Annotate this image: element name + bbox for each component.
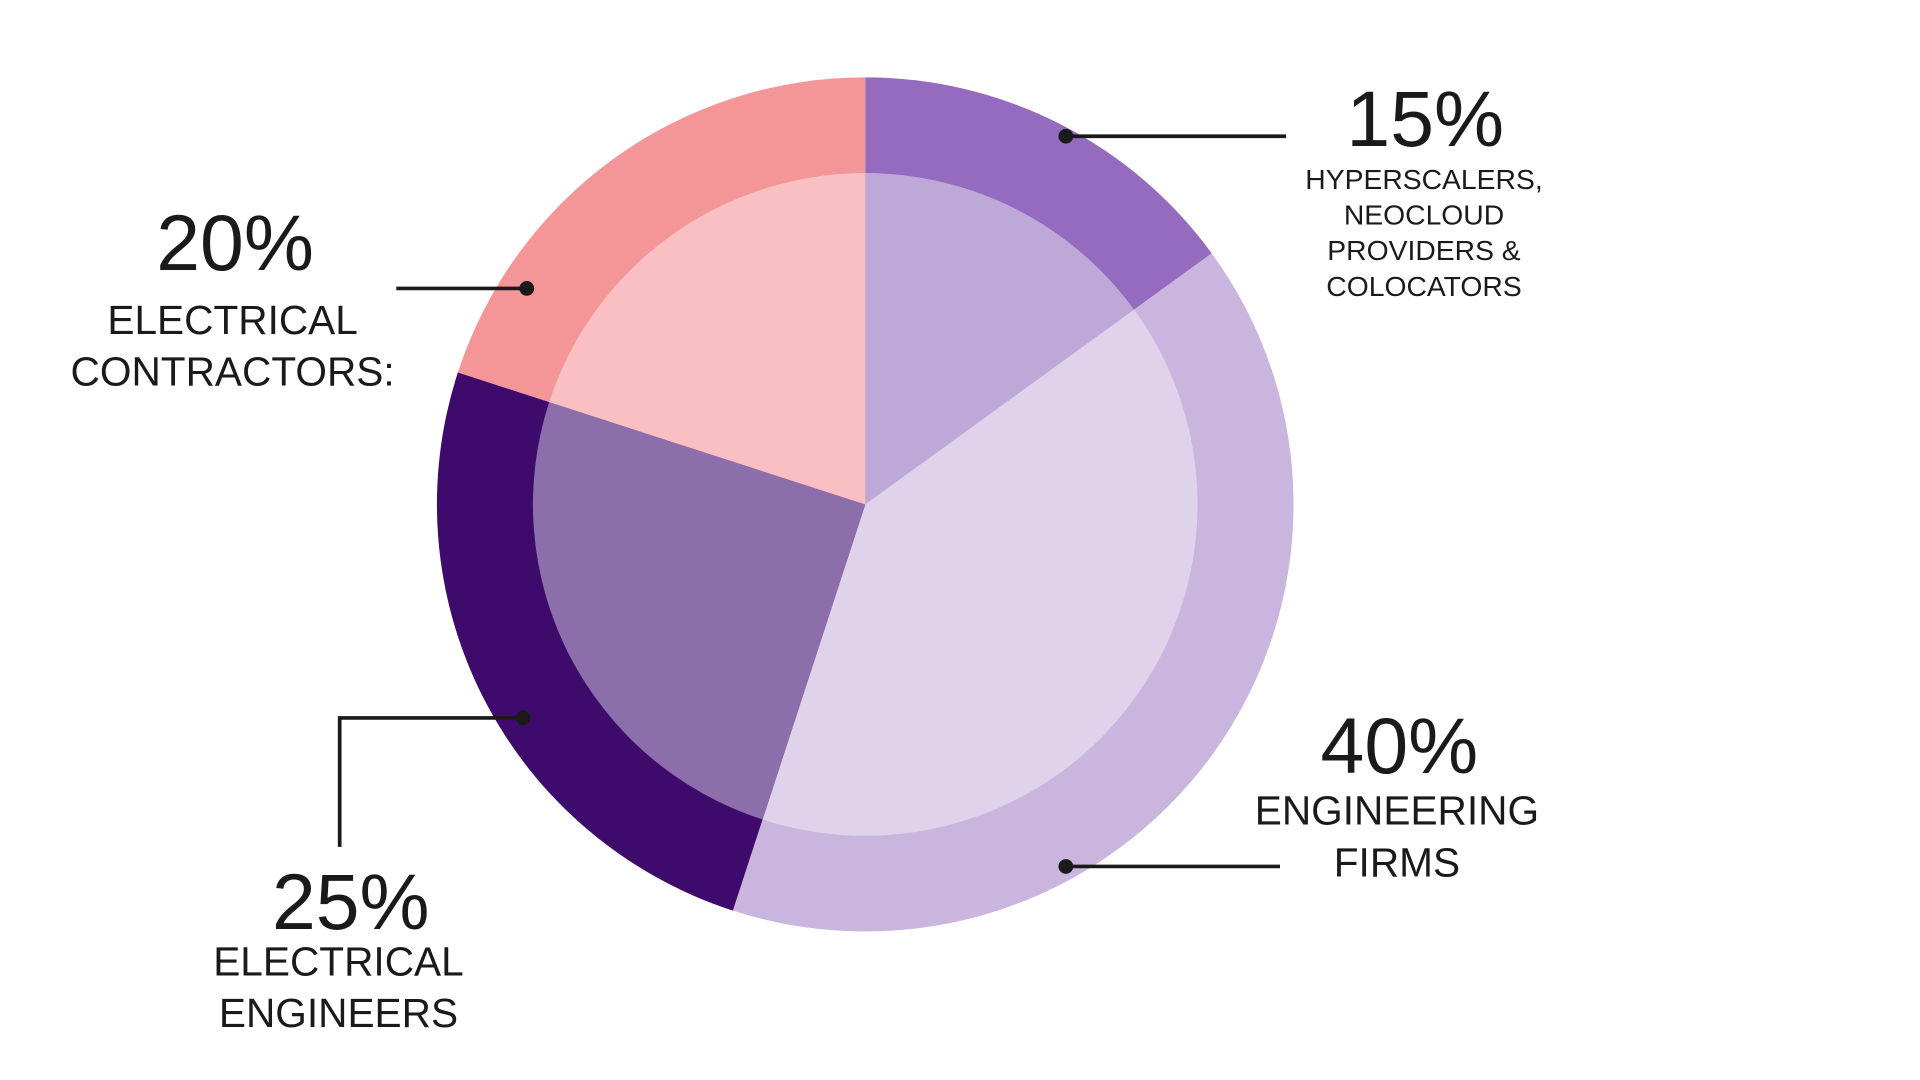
pie-slice-inner-3 bbox=[549, 173, 866, 505]
leader-dot bbox=[519, 281, 535, 296]
leader-dot bbox=[515, 710, 531, 726]
pie-slice-inner-0 bbox=[865, 173, 1135, 505]
label-electrical-contractors: 20% ELECTRICAL CONTRACTORS: bbox=[71, 199, 535, 394]
category-label: FIRMS bbox=[1334, 839, 1460, 885]
value-label: 15% bbox=[1346, 75, 1504, 163]
label-electrical-engineers: 25% ELECTRICAL ENGINEERS bbox=[213, 710, 531, 1036]
category-label: HYPERSCALERS, bbox=[1305, 163, 1542, 195]
label-hyperscalers: 15% HYPERSCALERS, NEOCLOUD PROVIDERS & C… bbox=[1058, 75, 1543, 302]
category-label: ENGINEERS bbox=[219, 990, 458, 1036]
leader-dot bbox=[1058, 859, 1074, 874]
category-label: ENGINEERING bbox=[1255, 788, 1539, 834]
value-label: 20% bbox=[156, 199, 314, 287]
pie-slices bbox=[436, 77, 1294, 932]
leader-line bbox=[337, 716, 524, 847]
category-label: ELECTRICAL bbox=[213, 939, 463, 985]
pie-slice-inner-2 bbox=[532, 402, 866, 820]
label-engineering-firms: 40% ENGINEERING FIRMS bbox=[1058, 702, 1539, 885]
value-label: 25% bbox=[272, 858, 430, 946]
category-label: ELECTRICAL bbox=[107, 297, 357, 343]
category-label: COLOCATORS bbox=[1326, 270, 1521, 302]
category-label: NEOCLOUD bbox=[1344, 199, 1504, 231]
category-label: CONTRACTORS: bbox=[71, 348, 395, 394]
pie-slice-inner-1 bbox=[762, 309, 1198, 836]
value-label: 40% bbox=[1321, 702, 1479, 790]
leader-dot bbox=[1058, 128, 1074, 144]
category-label: PROVIDERS & bbox=[1327, 234, 1521, 266]
